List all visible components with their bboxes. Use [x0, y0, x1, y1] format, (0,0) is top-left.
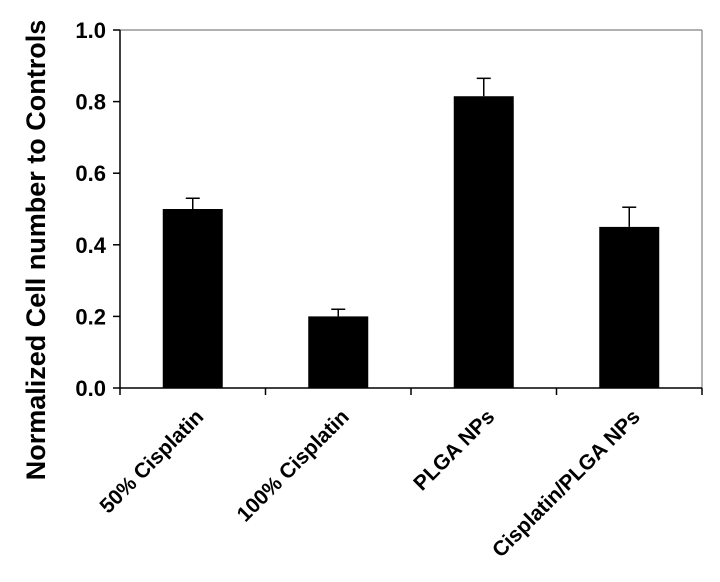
y-tick-label: 0.6 [75, 161, 106, 186]
y-tick-label: 0.0 [75, 376, 106, 401]
bar [599, 226, 660, 388]
x-category-label: PLGA NPs [409, 405, 499, 495]
y-tick-label: 0.2 [75, 304, 106, 329]
bars [162, 96, 660, 388]
x-category-labels: 50% Cisplatin 100% Cisplatin PLGA NPsCispl… [95, 405, 644, 562]
error-bars [185, 77, 637, 317]
axes [113, 29, 703, 395]
x-category-label: 100% Cisplatin [233, 405, 354, 526]
y-tick-label: 1.0 [75, 18, 106, 43]
bar [308, 316, 369, 388]
bar [162, 209, 223, 388]
y-tick-label: 0.8 [75, 90, 106, 115]
x-category-label: 50% Cisplatin [95, 405, 208, 518]
y-tick-labels: 0.0 0.2 0.4 0.6 0.8 1.0 [75, 18, 106, 401]
x-category-label: Cisplatin/PLGA NPs [488, 405, 645, 562]
bar [453, 96, 514, 388]
plot-frame [120, 29, 703, 388]
y-tick-label: 0.4 [75, 233, 106, 258]
y-axis-title: Normalized Cell number to Controls [21, 20, 51, 481]
